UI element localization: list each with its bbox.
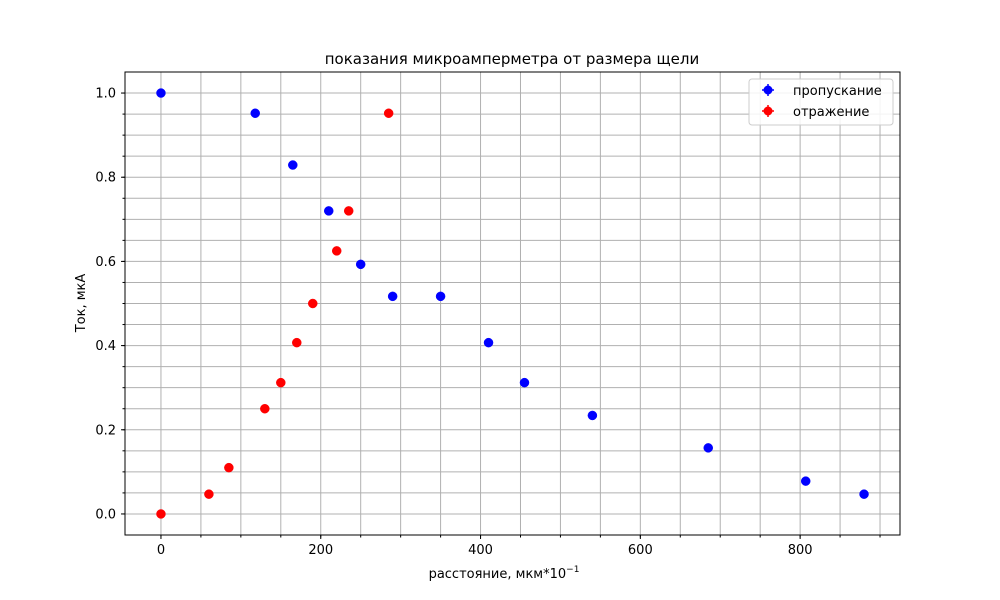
y-tick-label: 1.0 (95, 87, 116, 102)
data-point (276, 377, 286, 388)
data-point (859, 489, 869, 499)
data-point (250, 108, 260, 118)
y-tick-label: 0.8 (95, 171, 116, 186)
data-point (483, 337, 494, 348)
x-axis-label-main: расстояние, мкм*10 (429, 567, 567, 582)
data-point (355, 259, 366, 270)
legend-dot (763, 106, 773, 116)
y-tick-label: 0.2 (95, 423, 116, 438)
x-axis-label: расстояние, мкм*10−1 (429, 565, 580, 582)
legend-marker-transmission (762, 84, 774, 96)
x-tick-label: 200 (308, 543, 333, 558)
grid-layer (125, 72, 900, 535)
series-reflection (156, 108, 394, 519)
x-tick-label: 0 (157, 543, 165, 558)
y-axis-label: Ток, мкА (74, 274, 89, 334)
data-point (204, 489, 214, 499)
data-point (519, 377, 530, 388)
data-point (703, 443, 713, 453)
data-point (260, 403, 270, 414)
x-tick-label: 800 (788, 543, 813, 558)
data-point (156, 509, 166, 519)
data-point (224, 462, 234, 473)
data-point (288, 160, 298, 170)
x-axis-label-exponent: −1 (566, 565, 579, 575)
data-point (587, 410, 598, 421)
x-tick-label: 400 (468, 543, 493, 558)
legend-marker-reflection (762, 105, 774, 117)
legend-label-reflection: отражение (793, 105, 869, 120)
legend-box (748, 78, 894, 126)
y-tick-label: 0.4 (95, 339, 116, 354)
data-point (331, 246, 342, 256)
legend: пропускание отражение (748, 78, 894, 126)
legend-label-transmission: пропускание (793, 84, 882, 99)
data-point (323, 206, 334, 216)
data-point (292, 337, 302, 348)
data-point (308, 298, 318, 309)
data-point (156, 88, 166, 98)
ticks-layer: 0 200 400 600 800 0.0 0.2 0.4 0.6 0.8 1.0 (95, 87, 881, 558)
legend-entry-transmission: пропускание (762, 84, 882, 99)
series-transmission (156, 88, 869, 499)
chart-title: показания микроамперметра от размера щел… (325, 50, 700, 68)
data-point (383, 108, 394, 118)
x-tick-label: 600 (628, 543, 653, 558)
data-point (800, 476, 811, 486)
y-tick-label: 0.0 (95, 507, 116, 522)
points-layer (156, 88, 869, 519)
data-point (435, 291, 446, 302)
data-point (343, 206, 354, 216)
legend-dot (763, 85, 773, 95)
y-tick-label: 0.6 (95, 255, 116, 270)
legend-entry-reflection: отражение (762, 105, 869, 120)
data-point (387, 291, 398, 302)
